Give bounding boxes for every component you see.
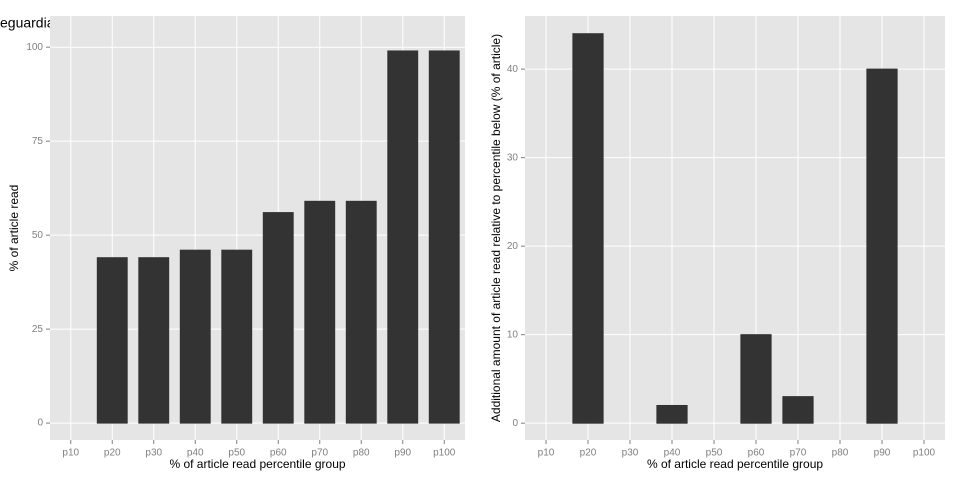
x-tick-label: p40 <box>187 448 204 459</box>
bar <box>304 200 336 424</box>
bar <box>740 334 772 424</box>
y-axis-label: Additional amount of article read relati… <box>489 34 503 422</box>
x-tick-label: p50 <box>228 448 245 459</box>
x-tick-label: p60 <box>270 448 287 459</box>
y-tick-label: 20 <box>507 241 519 252</box>
bar <box>262 212 294 424</box>
x-tick-label: p60 <box>748 448 765 459</box>
y-tick-label: 75 <box>32 136 44 147</box>
bar <box>179 249 211 424</box>
y-tick-label: 10 <box>507 329 519 340</box>
x-tick-label: p70 <box>311 448 328 459</box>
bar <box>138 257 170 424</box>
x-tick-label: p20 <box>104 448 121 459</box>
x-tick-label: p70 <box>790 448 807 459</box>
bar <box>572 33 604 424</box>
x-tick-label: p80 <box>353 448 370 459</box>
x-tick-label: p20 <box>580 448 597 459</box>
bar <box>782 396 814 424</box>
x-tick-label: p100 <box>433 448 456 459</box>
bar <box>96 257 128 424</box>
y-tick-label: 0 <box>37 418 43 429</box>
y-tick-label: 100 <box>26 42 43 53</box>
bar <box>428 50 460 424</box>
x-tick-label: p40 <box>664 448 681 459</box>
y-tick-label: 30 <box>507 152 519 163</box>
y-tick-label: 50 <box>32 230 44 241</box>
bar <box>221 249 253 424</box>
y-tick-label: 25 <box>32 324 44 335</box>
x-tick-label: p30 <box>145 448 162 459</box>
y-axis-label: % of article read <box>7 185 21 272</box>
y-tick-label: 40 <box>507 64 519 75</box>
x-tick-label: p10 <box>538 448 555 459</box>
x-axis-label: % of article read percentile group <box>169 457 345 471</box>
x-tick-label: p10 <box>62 448 79 459</box>
x-tick-label: p80 <box>832 448 849 459</box>
bar <box>387 50 419 424</box>
bar <box>656 404 688 424</box>
bar <box>345 200 377 424</box>
x-tick-label: p50 <box>706 448 723 459</box>
x-tick-label: p90 <box>874 448 891 459</box>
x-tick-label: p30 <box>622 448 639 459</box>
x-tick-label: p90 <box>394 448 411 459</box>
x-axis-label: % of article read percentile group <box>647 457 823 471</box>
bar <box>866 68 898 424</box>
y-tick-label: 0 <box>512 418 518 429</box>
x-tick-label: p100 <box>913 448 936 459</box>
